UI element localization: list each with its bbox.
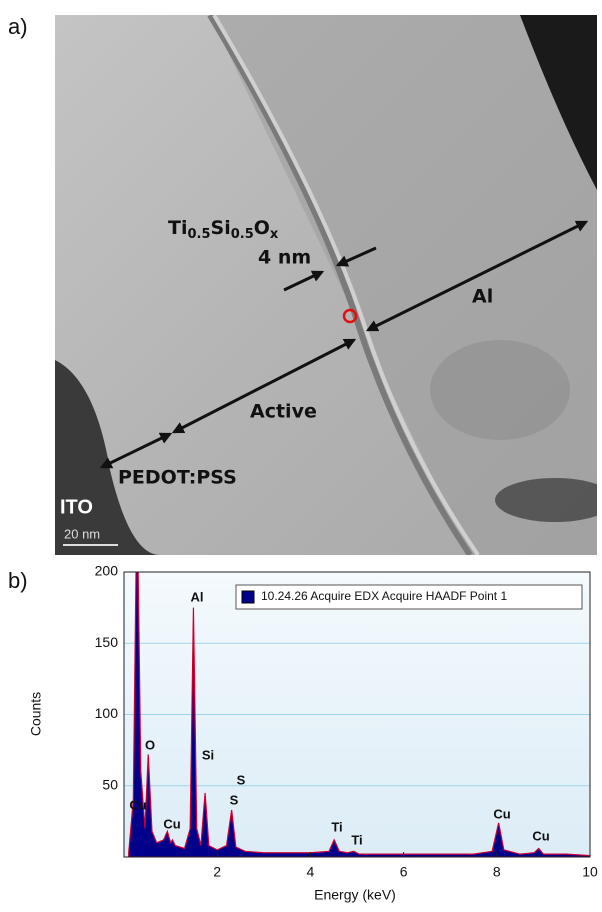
peak-label: Si	[202, 747, 214, 762]
active-label: Active	[250, 401, 317, 423]
peak-label: Ti	[331, 819, 342, 834]
peak-label: Cu	[493, 806, 510, 821]
scale-bar-label: 20 nm	[64, 526, 100, 541]
y-tick-label: 150	[95, 634, 119, 650]
peak-label: Ti	[351, 832, 362, 847]
y-tick-label: 50	[102, 776, 118, 792]
x-axis-title: Energy (keV)	[314, 887, 396, 903]
peak-label: S	[237, 772, 246, 787]
thickness-label: 4 nm	[258, 247, 311, 269]
x-tick-label: 6	[400, 864, 408, 880]
panel-label: b)	[8, 568, 28, 593]
y-tick-label: 200	[95, 563, 119, 579]
peak-label: Cu	[163, 816, 180, 831]
y-tick-label: 100	[95, 705, 119, 721]
figure: a) Ti0.5Si0.5Ox 4 nm Al Active PEDOT:PSS…	[0, 0, 602, 907]
pedot-label: PEDOT:PSS	[118, 467, 237, 489]
peak-label: Cu	[532, 828, 549, 843]
legend-label[interactable]: 10.24.26 Acquire EDX Acquire HAADF Point…	[261, 589, 507, 603]
peak-label: S	[230, 792, 239, 807]
y-axis-title: Counts	[28, 692, 44, 736]
ito-label: ITO	[60, 496, 93, 518]
panel-label: a)	[8, 14, 28, 39]
peak-label: Al	[191, 589, 204, 604]
x-tick-label: 2	[213, 864, 221, 880]
layer-formula: Ti0.5Si0.5Ox	[168, 217, 279, 242]
peak-label: O	[145, 737, 155, 752]
x-tick-label: 4	[307, 864, 315, 880]
x-tick-label: 10	[582, 864, 598, 880]
x-tick-label: 8	[493, 864, 501, 880]
peak-label: Cu	[129, 797, 146, 812]
al-label: Al	[472, 286, 493, 308]
